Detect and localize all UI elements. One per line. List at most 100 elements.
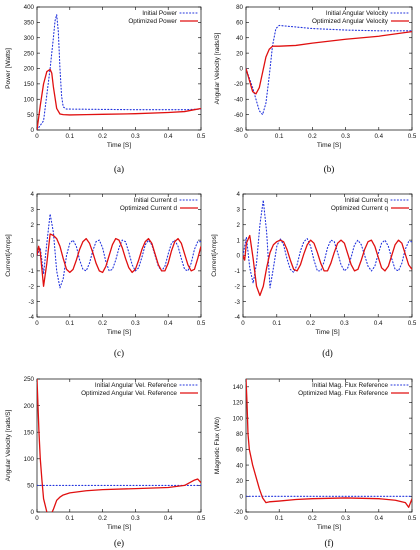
x-axis-label: Time [S] <box>317 524 341 531</box>
x-axis-label: Time [S] <box>107 329 131 336</box>
x-tick-label: 0.2 <box>308 515 317 522</box>
y-tick-label: 2 <box>237 222 241 229</box>
y-tick-label: -3 <box>28 299 34 306</box>
y-tick-label: 4 <box>237 191 241 198</box>
x-axis-label: Time [S] <box>107 524 131 531</box>
y-tick-label: 40 <box>236 35 243 42</box>
legend-label: Initial Angular Velocity <box>326 10 389 17</box>
y-axis-label: Angular Velocity [rads/S] <box>5 409 12 481</box>
chart-panel-b: 0 0.1 0.2 0.3 0.4 0.5 -80 -60 -40 -20 0 20 40 60 80 Tim… <box>214 4 417 174</box>
x-tick-label: 0.1 <box>275 515 284 522</box>
y-tick-label: -80 <box>234 127 244 134</box>
legend-label: Initial Mag. Flux Reference <box>312 382 388 389</box>
x-tick-label: 0.4 <box>164 515 173 522</box>
chart-panel-f: 0 0.1 0.2 0.3 0.4 0.5-20020406080100120140Tim… <box>214 378 417 548</box>
x-axis-label: Time [S] <box>107 142 131 149</box>
y-tick-label: 3 <box>31 207 35 214</box>
y-tick-label: -2 <box>28 283 34 290</box>
y-tick-label: 400 <box>24 4 35 11</box>
y-tick-label: -1 <box>28 268 34 275</box>
x-tick-label: 0.3 <box>131 133 140 140</box>
y-tick-label: 350 <box>24 20 35 27</box>
y-axis-label: Angular Velocity [rads/S] <box>214 32 221 104</box>
legend-label: Optimized Mag. Flux Reference <box>298 390 388 397</box>
y-tick-label: -3 <box>234 299 240 306</box>
y-tick-label: -20 <box>234 81 244 88</box>
plot-area <box>37 213 201 289</box>
y-tick-label: 60 <box>236 447 243 454</box>
x-tick-label: 0 <box>244 133 248 140</box>
y-tick-label: 140 <box>233 384 244 391</box>
y-tick-label: -4 <box>234 314 240 321</box>
x-tick-label: 0.5 <box>197 133 206 140</box>
x-tick-label: 0.4 <box>374 133 383 140</box>
legend-label: Initial Current q <box>345 197 389 204</box>
x-tick-label: 0.3 <box>340 320 349 327</box>
legend-label: Optimized Power <box>128 18 178 25</box>
y-tick-label: 20 <box>236 478 243 485</box>
x-tick-label: 0.1 <box>65 133 74 140</box>
legend-label: Optimized Current d <box>120 205 178 212</box>
legend-label: Optimized Angular Vel. Reference <box>81 390 177 397</box>
y-tick-label: 300 <box>24 35 35 42</box>
plot-frame <box>245 378 413 513</box>
plot-area <box>246 379 412 508</box>
x-tick-label: 0.1 <box>65 320 74 327</box>
x-tick-label: 0.3 <box>131 320 140 327</box>
y-tick-label: 80 <box>236 4 243 11</box>
panel-caption: (d) <box>322 348 333 358</box>
plot-frame <box>245 6 413 131</box>
y-tick-label: 100 <box>233 415 244 422</box>
y-tick-label: 20 <box>236 50 243 57</box>
x-tick-label: 0.5 <box>197 320 206 327</box>
x-tick-label: 0.5 <box>197 515 206 522</box>
y-tick-label: -20 <box>234 509 244 516</box>
y-tick-label: 150 <box>24 81 35 88</box>
x-tick-label: 0.5 <box>408 515 417 522</box>
y-tick-label: 0 <box>31 127 35 134</box>
x-tick-label: 0.2 <box>98 133 107 140</box>
y-tick-label: 250 <box>24 50 35 57</box>
y-tick-label: 200 <box>24 403 35 410</box>
x-tick-label: 0.2 <box>98 515 107 522</box>
panel-caption: (b) <box>324 164 335 174</box>
y-tick-label: 0 <box>240 66 244 73</box>
plot-area <box>246 24 412 116</box>
y-tick-label: 50 <box>27 112 34 119</box>
legend-label: Initial Angular Vel. Reference <box>95 382 178 389</box>
y-tick-label: 40 <box>236 462 243 469</box>
y-axis-label: Current[Amps] <box>211 234 218 277</box>
x-tick-label: 0 <box>35 515 39 522</box>
panel-caption: (c) <box>114 348 124 358</box>
y-tick-label: -1 <box>234 268 240 275</box>
chart-panel-c: 0 0.1 0.2 0.3 0.4 0.5 -4 -3 -2 -1 0 1 2 3 4 Time [S] Cur… <box>5 191 206 358</box>
y-tick-label: 0 <box>31 253 35 260</box>
x-tick-label: 0.4 <box>164 133 173 140</box>
y-tick-label: 3 <box>237 207 241 214</box>
x-tick-label: 0.3 <box>131 515 140 522</box>
y-tick-label: 1 <box>31 237 35 244</box>
y-tick-label: 200 <box>24 66 35 73</box>
y-tick-label: 60 <box>236 20 243 27</box>
chart-panel-a: 0 0.1 0.2 0.3 0.4 0.5 0 50 100 150 200 250 300 350 400… <box>5 4 206 174</box>
x-tick-label: 0 <box>244 515 248 522</box>
y-tick-label: 0 <box>240 494 244 501</box>
x-tick-label: 0.4 <box>164 320 173 327</box>
x-tick-label: 0.2 <box>308 133 317 140</box>
plot-area <box>37 379 201 512</box>
plot-area <box>37 14 201 130</box>
y-tick-label: 0 <box>237 253 241 260</box>
y-tick-label: 50 <box>27 483 34 490</box>
series-line-1 <box>37 379 201 512</box>
y-tick-label: -2 <box>234 283 240 290</box>
series-line-0 <box>37 14 201 130</box>
y-tick-label: 0 <box>31 509 35 516</box>
y-tick-label: -40 <box>234 96 244 103</box>
x-tick-label: 0.5 <box>408 133 417 140</box>
plot-frame <box>36 378 202 513</box>
x-tick-label: 0.5 <box>408 320 417 327</box>
y-tick-label: -4 <box>28 314 34 321</box>
plot-frame <box>36 193 202 318</box>
y-tick-label: 120 <box>233 400 244 407</box>
